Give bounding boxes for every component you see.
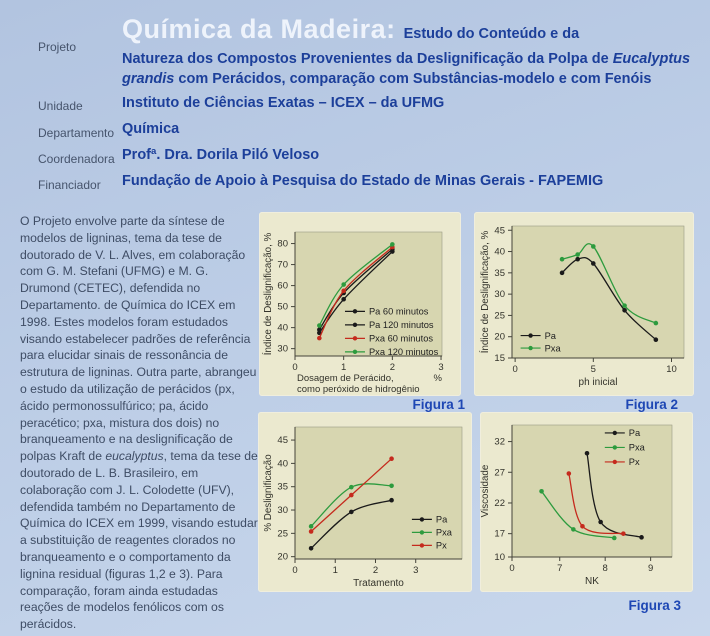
svg-text:8: 8 (603, 563, 608, 574)
svg-text:17: 17 (494, 529, 505, 540)
svg-text:20: 20 (277, 552, 288, 563)
svg-text:Pxa 60 minutos: Pxa 60 minutos (369, 334, 433, 344)
figure3-left-chart: 0 1 2 3 20 25 30 35 40 45 Tratamento % Deslignifica… (258, 412, 472, 592)
svg-text:Pxa 120 minutos: Pxa 120 minutos (369, 347, 439, 357)
svg-text:como peróxido de hidrogênio: como peróxido de hidrogênio (297, 384, 420, 395)
figure2-caption: Figura 2 (625, 397, 678, 412)
svg-text:15: 15 (494, 353, 505, 364)
svg-text:Pa 60 minutos: Pa 60 minutos (369, 307, 429, 317)
svg-text:30: 30 (277, 505, 288, 516)
svg-text:0: 0 (512, 364, 517, 375)
svg-text:Índice de Deslignificação, %: Índice de Deslignificação, % (480, 230, 491, 353)
svg-text:45: 45 (277, 435, 288, 446)
svg-text:20: 20 (494, 332, 505, 343)
svg-text:1: 1 (333, 565, 338, 576)
svg-text:32: 32 (494, 437, 505, 448)
svg-text:0: 0 (292, 362, 297, 373)
svg-text:10: 10 (494, 552, 505, 563)
field-label-projeto: Projeto (38, 40, 77, 54)
project-title-main: Química da Madeira: (122, 14, 396, 44)
svg-text:3: 3 (413, 565, 418, 576)
figure2-chart: 0 5 10 15 20 25 30 35 40 45 ph inicial Índice de De… (474, 212, 694, 396)
svg-text:10: 10 (666, 364, 677, 375)
svg-text:5: 5 (591, 364, 596, 375)
svg-text:Px: Px (436, 541, 447, 551)
svg-text:27: 27 (494, 467, 505, 478)
project-title-line2: Natureza dos Compostos Provenientes da D… (122, 51, 691, 67)
svg-text:35: 35 (277, 482, 288, 493)
svg-text:35: 35 (494, 268, 505, 279)
svg-text:1: 1 (341, 362, 346, 373)
svg-text:%: % (434, 373, 443, 384)
project-title-line3: grandis com Perácidos, comparação com Su… (122, 71, 652, 87)
svg-text:50: 50 (277, 302, 288, 313)
svg-text:40: 40 (277, 323, 288, 334)
svg-text:Pa: Pa (545, 331, 557, 341)
svg-text:Pxa: Pxa (629, 443, 646, 453)
svg-text:45: 45 (494, 225, 505, 236)
figure3-right-chart: 0 7 8 9 10 17 22 27 32 NK Viscosidade Pa Pxa Px (480, 412, 693, 592)
svg-text:25: 25 (277, 528, 288, 539)
svg-text:60: 60 (277, 281, 288, 292)
figure1-caption: Figura 1 (412, 397, 465, 412)
svg-text:2: 2 (373, 565, 378, 576)
svg-text:22: 22 (494, 498, 505, 509)
field-label-coordenadora: Coordenadora (38, 152, 115, 166)
figure3-caption: Figura 3 (628, 598, 681, 613)
svg-text:0: 0 (292, 565, 297, 576)
svg-text:Tratamento: Tratamento (353, 578, 404, 589)
svg-text:40: 40 (494, 247, 505, 258)
field-value-financiador: Fundação de Apoio à Pesquisa do Estado d… (122, 173, 604, 189)
svg-text:NK: NK (585, 576, 599, 587)
project-title-subtitle: Estudo do Conteúdo e da (403, 26, 580, 42)
svg-text:9: 9 (648, 563, 653, 574)
field-value-unidade: Instituto de Ciências Exatas – ICEX – da… (122, 95, 445, 111)
svg-text:40: 40 (277, 458, 288, 469)
svg-text:Pa: Pa (436, 515, 448, 525)
svg-text:25: 25 (494, 310, 505, 321)
field-label-financiador: Financiador (38, 178, 101, 192)
svg-text:Pa 120 minutos: Pa 120 minutos (369, 320, 434, 330)
svg-text:3: 3 (438, 362, 443, 373)
project-title-line1: Química da Madeira: Estudo do Conteúdo e … (122, 14, 579, 45)
svg-text:Px: Px (629, 457, 640, 467)
field-label-departamento: Departamento (38, 126, 115, 140)
svg-text:80: 80 (277, 239, 288, 250)
svg-text:2: 2 (390, 362, 395, 373)
svg-text:Pxa: Pxa (545, 343, 562, 353)
svg-text:Dosagem de Perácido,: Dosagem de Perácido, (297, 373, 394, 384)
svg-text:0: 0 (509, 563, 514, 574)
svg-text:Viscosidade: Viscosidade (480, 464, 491, 517)
svg-text:Pa: Pa (629, 428, 641, 438)
svg-text:30: 30 (277, 344, 288, 355)
field-label-unidade: Unidade (38, 99, 83, 113)
svg-text:% Deslignificação: % Deslignificação (263, 454, 274, 532)
field-value-coordenadora: Profª. Dra. Dorila Piló Veloso (122, 147, 320, 163)
svg-text:Pxa: Pxa (436, 528, 453, 538)
svg-text:Índice de Deslignificação, %: Índice de Deslignificação, % (263, 232, 274, 355)
svg-text:30: 30 (494, 289, 505, 300)
figure1-chart: 0 1 2 3 30 40 50 60 70 80 Dosagem de Perácido, como… (259, 212, 461, 396)
svg-text:7: 7 (557, 563, 562, 574)
field-value-departamento: Química (122, 121, 180, 137)
svg-text:70: 70 (277, 260, 288, 271)
project-description: O Projeto envolve parte da síntese de mo… (20, 214, 258, 632)
svg-text:ph inicial: ph inicial (579, 377, 618, 388)
